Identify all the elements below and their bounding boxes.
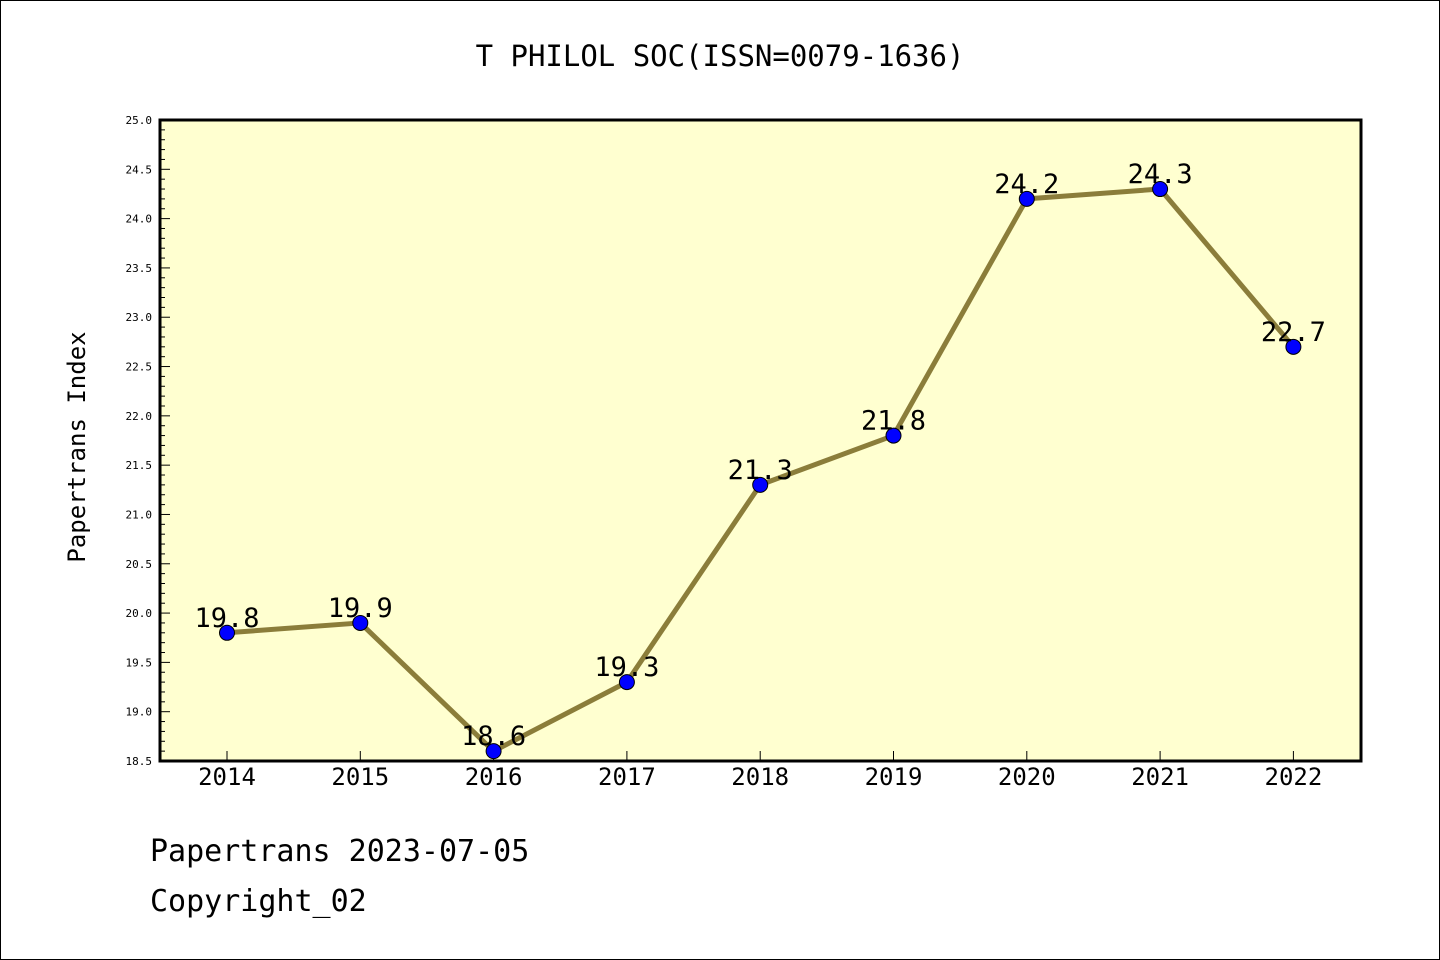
- footer-date: Papertrans 2023-07-05: [150, 834, 530, 869]
- y-tick-label: 22.0: [126, 410, 153, 423]
- data-point: [485, 743, 502, 760]
- y-tick-label: 20.5: [126, 558, 153, 571]
- y-tick-label: 24.5: [126, 163, 153, 176]
- data-point: [618, 674, 635, 691]
- y-axis: 18.5 19.0 19.5 20.0 20.5 21.0 21.5 22.0 22.5 23.0…: [126, 114, 170, 768]
- y-axis-label: Papertrans Index: [63, 331, 91, 562]
- x-tick-label: 2016: [465, 763, 523, 791]
- data-point: [1285, 338, 1302, 355]
- plot-area: [158, 118, 1363, 763]
- y-tick-label: 21.5: [126, 459, 153, 472]
- footer-copyright: Copyright_02: [150, 884, 367, 919]
- x-axis: 2014 2015 2016 2017 2018 2019 2020 2021 2022: [198, 751, 1322, 791]
- y-tick-label: 19.5: [126, 656, 153, 669]
- data-label: 24.3: [1128, 159, 1193, 190]
- y-tick-label: 20.0: [126, 607, 153, 620]
- data-point: [1018, 190, 1035, 207]
- y-tick-label: 23.0: [126, 311, 153, 324]
- x-tick-label: 2018: [731, 763, 789, 791]
- x-tick-label: 2014: [198, 763, 256, 791]
- data-point: [352, 614, 369, 631]
- x-tick-label: 2015: [331, 763, 389, 791]
- series-group: 19.8 19.9 18.6 19.3 21.3 21.8 24.2 24.3 22.7: [194, 159, 1326, 760]
- data-label: 19.8: [194, 603, 259, 634]
- y-tick-label: 22.5: [126, 361, 153, 374]
- data-point: [752, 476, 769, 493]
- data-point: [1152, 181, 1169, 198]
- x-tick-label: 2017: [598, 763, 656, 791]
- y-tick-label: 23.5: [126, 262, 153, 275]
- x-tick-label: 2021: [1131, 763, 1189, 791]
- y-tick-label: 18.5: [126, 755, 153, 768]
- data-label: 21.8: [861, 406, 926, 437]
- data-label: 18.6: [461, 721, 526, 752]
- data-label: 19.9: [328, 593, 393, 624]
- x-tick-label: 2019: [865, 763, 923, 791]
- y-tick-label: 19.0: [126, 706, 153, 719]
- y-tick-label: 21.0: [126, 508, 153, 521]
- data-label: 19.3: [594, 652, 659, 683]
- data-point: [885, 427, 902, 444]
- data-label: 22.7: [1261, 317, 1326, 348]
- x-tick-label: 2022: [1265, 763, 1323, 791]
- data-label: 21.3: [728, 455, 793, 486]
- data-point: [219, 624, 235, 641]
- y-tick-label: 24.0: [126, 213, 153, 226]
- chart-title: T PHILOL SOC(ISSN=0079-1636): [476, 39, 965, 73]
- data-label: 24.2: [994, 169, 1059, 200]
- x-tick-label: 2020: [998, 763, 1056, 791]
- y-tick-label: 25.0: [126, 114, 153, 127]
